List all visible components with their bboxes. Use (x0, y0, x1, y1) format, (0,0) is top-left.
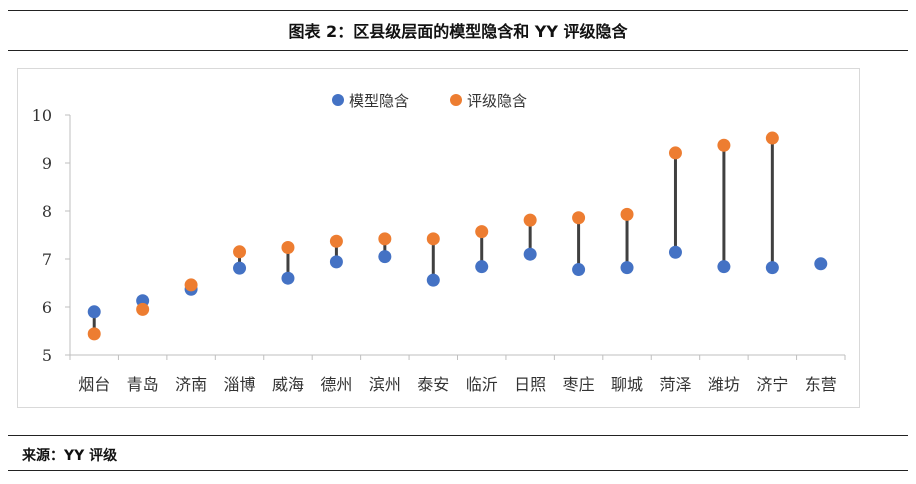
x-tick-label: 临沂 (466, 375, 498, 394)
rating-implied-point (329, 234, 343, 248)
rating-implied-point (136, 302, 150, 316)
chart-axes (65, 114, 846, 360)
y-tick-label: 10 (32, 106, 52, 125)
x-tick-label: 烟台 (78, 375, 110, 394)
y-tick-label: 6 (42, 298, 52, 317)
model-implied-point (765, 261, 779, 275)
model-implied-point (281, 271, 295, 285)
y-tick-labels: 5 6 7 8 9 10 (32, 106, 52, 365)
rating-implied-point (765, 131, 779, 145)
rating-implied-point (87, 327, 101, 341)
model-implied-point (475, 260, 489, 274)
model-implied-point (814, 257, 828, 271)
figure-title: 图表 2：区县级层面的模型隐含和 YY 评级隐含 (288, 22, 628, 41)
x-tick-label: 威海 (272, 375, 304, 394)
x-tick-label: 聊城 (611, 375, 643, 394)
legend-marker (450, 94, 462, 106)
model-implied-point (233, 261, 247, 275)
title-rule (8, 50, 908, 51)
source-rule-bottom (8, 470, 908, 471)
chart-frame (17, 68, 860, 408)
x-tick-label: 青岛 (127, 375, 159, 394)
model-implied-point (378, 250, 392, 264)
x-tick-label: 日照 (514, 375, 546, 394)
x-tick-label: 东营 (805, 375, 837, 394)
rating-implied-point (233, 245, 247, 259)
y-tick-label: 5 (42, 346, 52, 365)
legend-marker (332, 94, 344, 106)
rating-implied-point (717, 138, 731, 152)
chart-legend: 模型隐含 评级隐含 (332, 92, 527, 110)
rating-implied-point (475, 225, 489, 239)
y-tick-label: 9 (42, 154, 52, 173)
x-tick-label: 济南 (175, 375, 207, 394)
x-tick-label: 淄博 (224, 375, 256, 394)
x-tick-label: 济宁 (756, 375, 788, 394)
legend-label: 评级隐含 (467, 92, 527, 110)
legend-label: 模型隐含 (349, 92, 409, 110)
model-implied-point (523, 247, 537, 261)
model-implied-point (620, 261, 634, 275)
x-tick-label: 潍坊 (708, 375, 740, 394)
x-tick-label: 枣庄 (563, 375, 595, 394)
model-implied-point (717, 260, 731, 274)
x-tick-label: 德州 (320, 375, 352, 394)
rating-implied-point (523, 213, 537, 227)
rating-implied-point (572, 211, 586, 225)
rating-implied-point (281, 240, 295, 254)
y-tick-label: 8 (42, 202, 52, 221)
source-rule-top (8, 435, 908, 436)
rating-implied-point (426, 232, 440, 246)
model-implied-point (426, 273, 440, 287)
model-implied-point (668, 245, 682, 259)
x-tick-labels: 烟台 青岛 济南 淄博 威海 德州 滨州 泰安 临沂 日照 枣庄 聊城 菏泽 潍坊 济宁 东营 (78, 375, 837, 394)
top-rule (8, 10, 908, 11)
model-implied-point (572, 263, 586, 277)
rating-implied-point (620, 207, 634, 221)
rating-implied-point (378, 232, 392, 246)
model-implied-point (329, 255, 343, 269)
rating-implied-point (184, 278, 198, 292)
y-tick-label: 7 (42, 250, 52, 269)
x-tick-label: 泰安 (417, 375, 449, 394)
chart-points (87, 131, 828, 341)
x-tick-label: 滨州 (369, 375, 401, 394)
model-implied-point (87, 305, 101, 319)
source-note: 来源：YY 评级 (22, 448, 118, 464)
x-tick-label: 菏泽 (659, 375, 691, 394)
rating-implied-point (668, 146, 682, 160)
